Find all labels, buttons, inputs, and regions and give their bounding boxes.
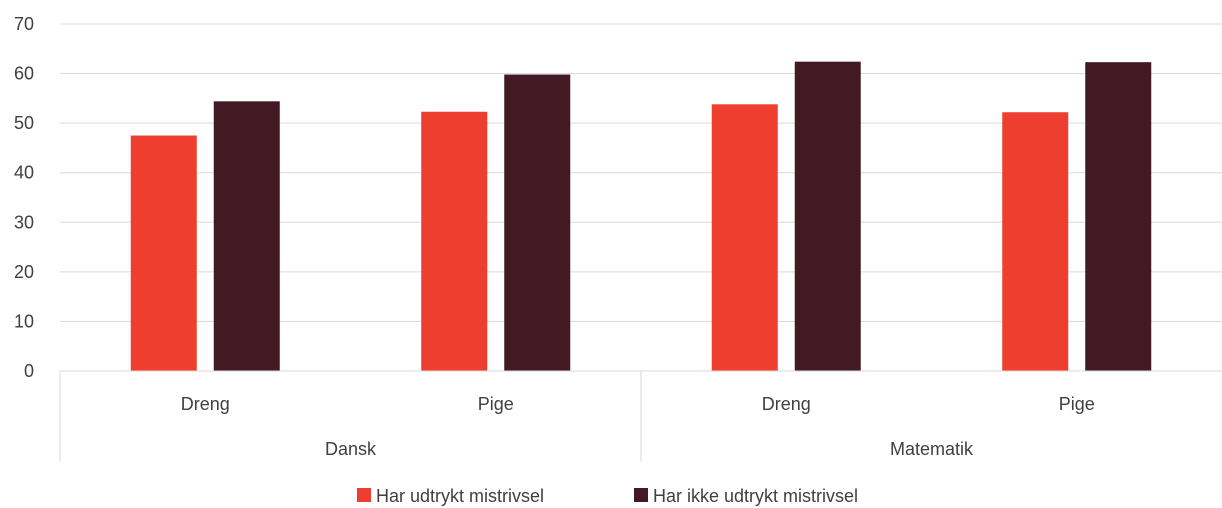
x-category-label: Dreng	[181, 394, 230, 414]
legend-label: Har ikke udtrykt mistrivsel	[653, 486, 858, 506]
x-group-label: Matematik	[890, 439, 974, 459]
legend: Har udtrykt mistrivsel Har ikke udtrykt m…	[357, 486, 858, 506]
legend-swatch	[634, 488, 648, 502]
y-tick-label: 40	[14, 163, 34, 183]
y-tick-label: 10	[14, 311, 34, 331]
y-tick-label: 20	[14, 262, 34, 282]
bar	[1002, 112, 1069, 371]
legend-label: Har udtrykt mistrivsel	[376, 486, 544, 506]
bar	[213, 101, 280, 372]
bar	[504, 74, 571, 371]
bar	[421, 111, 488, 372]
bar	[1085, 62, 1152, 372]
bar	[794, 61, 861, 371]
x-group-label: Dansk	[325, 439, 377, 459]
legend-swatch	[357, 488, 371, 502]
x-category-label: Pige	[1059, 394, 1095, 414]
x-axis: Dreng Pige Dreng Pige Dansk Matematik	[59, 370, 1222, 462]
y-tick-label: 0	[24, 361, 34, 381]
bar	[711, 104, 778, 371]
bars	[130, 61, 1152, 372]
y-tick-label: 60	[14, 64, 34, 84]
y-tick-label: 30	[14, 212, 34, 232]
y-tick-label: 50	[14, 113, 34, 133]
y-tick-label: 70	[14, 14, 34, 34]
x-category-label: Pige	[478, 394, 514, 414]
bar	[130, 135, 197, 371]
x-category-label: Dreng	[762, 394, 811, 414]
y-axis-ticks: 0 10 20 30 40 50 60 70	[14, 14, 34, 381]
